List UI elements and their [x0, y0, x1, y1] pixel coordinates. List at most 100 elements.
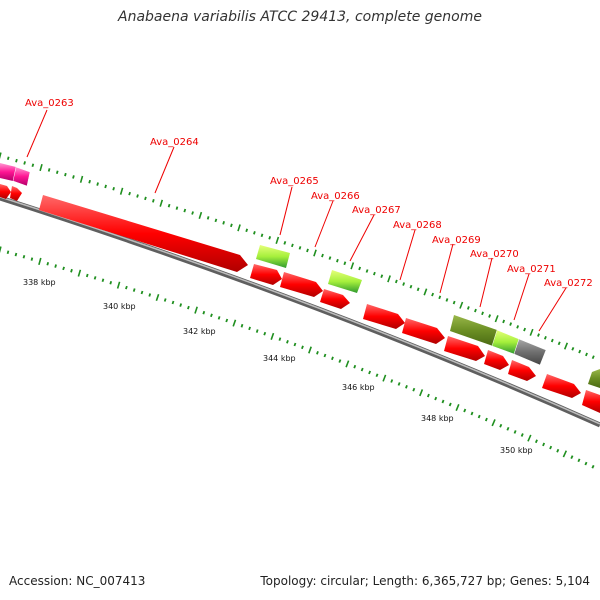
- gene-arrow-upstream-1[interactable]: [0, 184, 11, 199]
- scale-tick: [506, 426, 510, 431]
- scale-tick: [426, 393, 430, 398]
- upper-tick: [438, 295, 442, 300]
- upper-tick: [571, 347, 575, 351]
- gene-arrow-0272b[interactable]: [508, 360, 536, 381]
- upper-tick: [343, 261, 347, 266]
- scale-tick: [101, 278, 105, 283]
- gene-olive-downstream[interactable]: [588, 369, 600, 388]
- scale-tick: [163, 298, 167, 302]
- scale-tick: [441, 399, 445, 404]
- scale-tick: [562, 450, 568, 458]
- scale-tick: [179, 303, 183, 307]
- scale-tick: [470, 411, 474, 416]
- gene-label-ava-0267[interactable]: Ava_0267: [352, 205, 401, 216]
- scale-tick: [62, 266, 65, 271]
- gene-ava-0268[interactable]: [363, 304, 405, 329]
- scale-tick: [187, 305, 190, 310]
- upper-tick: [268, 236, 272, 240]
- upper-tick: [474, 308, 477, 313]
- scale-tick: [463, 408, 467, 413]
- genome-backbone: [0, 195, 600, 428]
- gene-ava-0267[interactable]: [328, 270, 362, 293]
- scale-tick: [248, 326, 251, 331]
- gene-ava-0271[interactable]: [513, 338, 547, 366]
- scale-label-338: 338 kbp: [23, 278, 56, 287]
- gene-arrow-downstream-1[interactable]: [582, 390, 600, 413]
- scale-tick: [520, 433, 524, 437]
- gene-label-ava-0272[interactable]: Ava_0272: [544, 278, 593, 289]
- gene-label-ava-0270[interactable]: Ava_0270: [470, 249, 519, 260]
- scale-tick: [14, 252, 18, 257]
- upper-tick: [128, 191, 131, 196]
- gene-arrow-0265[interactable]: [250, 264, 282, 285]
- scale-tick: [38, 257, 42, 266]
- gene-ava-0263[interactable]: [12, 166, 31, 187]
- upper-tick: [380, 274, 384, 279]
- scale-label-344: 344 kbp: [263, 354, 296, 363]
- upper-tick: [466, 306, 470, 310]
- label-leader-lines: [26, 109, 567, 332]
- scale-tick: [263, 331, 267, 336]
- upper-tick: [409, 284, 413, 289]
- scale-tick: [301, 345, 304, 350]
- scale-tick: [534, 439, 538, 444]
- gene-arrow-0266[interactable]: [280, 272, 323, 297]
- upper-tick: [550, 338, 554, 343]
- gene-arrow-0271[interactable]: [444, 336, 485, 361]
- upper-tick: [537, 333, 540, 337]
- scale-tick: [109, 280, 113, 285]
- accession-text: Accession: NC_007413: [9, 574, 146, 588]
- upper-tick: [183, 208, 187, 213]
- topology-text: Topology: circular; Length: 6,365,727 bp…: [260, 574, 590, 588]
- gene-ava-0269[interactable]: [402, 318, 445, 344]
- scale-tick: [125, 285, 128, 290]
- gene-label-ava-0271[interactable]: Ava_0271: [507, 264, 556, 275]
- upper-tick: [152, 199, 155, 203]
- scale-tick: [360, 367, 364, 372]
- gene-label-ava-0266[interactable]: Ava_0266: [311, 191, 360, 202]
- scale-tick: [286, 339, 289, 344]
- upper-tick: [459, 301, 464, 309]
- scale-tick: [375, 373, 379, 378]
- gene-arrow-0267[interactable]: [320, 289, 350, 309]
- gene-label-ava-0269[interactable]: Ava_0269: [432, 235, 481, 246]
- scale-tick: [70, 268, 73, 273]
- gene-label-ava-0265[interactable]: Ava_0265: [270, 176, 319, 187]
- scale-tick: [570, 455, 574, 459]
- upper-tick: [402, 282, 406, 286]
- scale-tick: [30, 257, 34, 261]
- scale-tick: [455, 403, 460, 412]
- gene-ava-0272[interactable]: [542, 374, 581, 398]
- upper-tick: [245, 228, 249, 233]
- upper-tick: [159, 199, 164, 207]
- upper-tick: [298, 246, 302, 250]
- scale-tick: [308, 346, 312, 354]
- upper-tick: [72, 175, 75, 179]
- gene-label-ava-0263[interactable]: Ava_0263: [25, 98, 74, 109]
- scale-tick: [0, 246, 2, 254]
- upper-tick: [104, 184, 107, 189]
- upper-tick: [96, 182, 99, 186]
- gene-ava-0265[interactable]: [256, 245, 290, 268]
- gene-arrow-upstream-2[interactable]: [10, 186, 22, 201]
- upper-tick: [55, 170, 59, 175]
- upper-tick: [64, 172, 67, 177]
- gene-ava-0270[interactable]: [450, 315, 497, 346]
- gene-ava-0264[interactable]: [39, 195, 248, 272]
- scale-tick: [171, 300, 175, 305]
- scale-tick: [499, 423, 503, 428]
- upper-tick: [358, 266, 362, 271]
- upper-tick: [175, 206, 179, 210]
- upper-tick: [230, 223, 233, 228]
- gene-arrow-0272a[interactable]: [484, 350, 509, 370]
- upper-tick: [6, 156, 10, 161]
- scale-tick: [584, 461, 588, 466]
- gene-label-ava-0264[interactable]: Ava_0264: [150, 137, 199, 148]
- page-title: Anabaena variabilis ATCC 29413, complete…: [118, 9, 482, 25]
- upper-tick: [321, 253, 324, 258]
- scale-tick: [397, 382, 401, 386]
- genome-backbone-highlight: [0, 196, 600, 425]
- gene-label-ava-0268[interactable]: Ava_0268: [393, 220, 442, 231]
- gene-ava-0262[interactable]: [0, 163, 16, 181]
